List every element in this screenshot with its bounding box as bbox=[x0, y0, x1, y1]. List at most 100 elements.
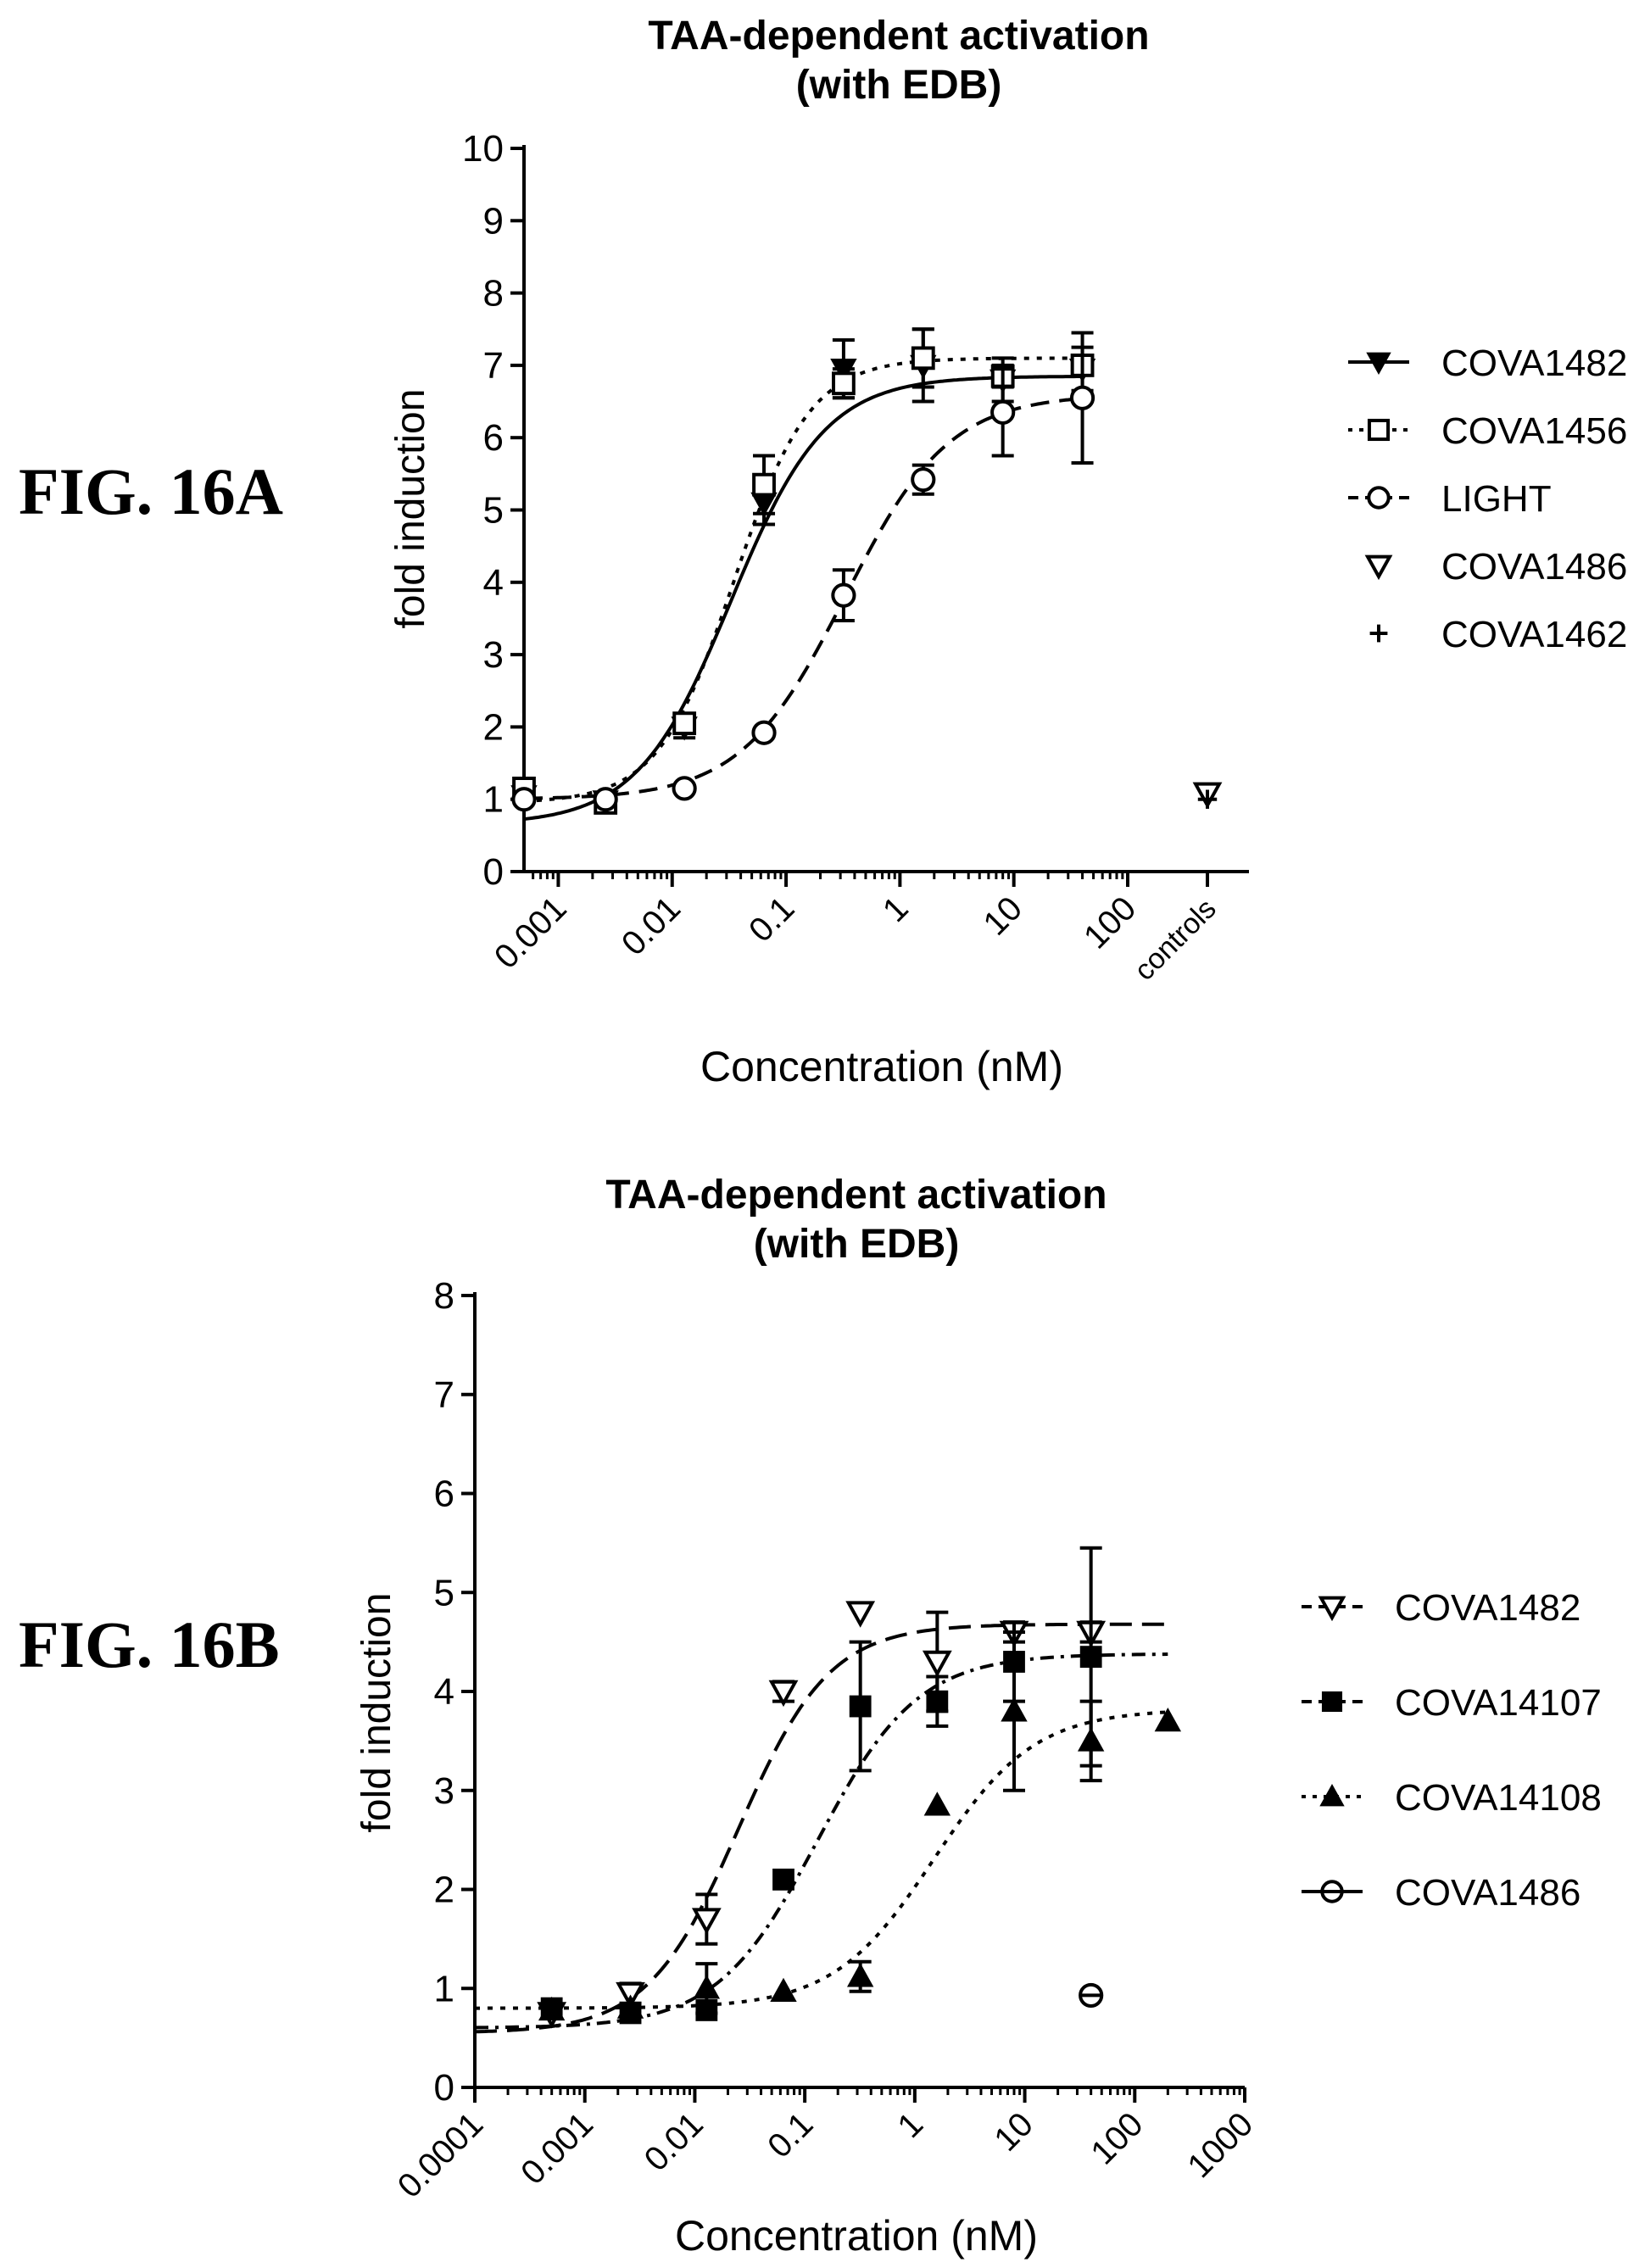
x-tick-label: 0.0001 bbox=[391, 2105, 491, 2205]
x-tick-label: 0.1 bbox=[761, 2105, 820, 2165]
data-point bbox=[752, 472, 776, 497]
legend-entry-cova1482: COVA1482 bbox=[1348, 343, 1627, 384]
legend-label: COVA1486 bbox=[1441, 546, 1627, 588]
legend-entry-cova14108: COVA14108 bbox=[1302, 1777, 1602, 1819]
data-point bbox=[616, 1981, 645, 2009]
x-tick-label: 0.01 bbox=[638, 2105, 711, 2178]
data-point bbox=[1069, 385, 1095, 410]
legend-entry-cova14107: COVA14107 bbox=[1302, 1682, 1602, 1724]
data-point bbox=[538, 1996, 566, 2021]
data-point bbox=[926, 1690, 949, 1713]
legend-label: COVA1456 bbox=[1441, 410, 1627, 452]
y-tick-label: 1 bbox=[434, 1968, 454, 2009]
data-point bbox=[772, 1868, 794, 1891]
y-tick-label: 5 bbox=[434, 1572, 454, 1613]
figure-label-16a: FIG. 16A bbox=[19, 454, 283, 528]
x-tick-label: 0.001 bbox=[488, 889, 574, 976]
x-tick-label: 10 bbox=[987, 2105, 1040, 2159]
fit-curve-cova14108 bbox=[475, 1710, 1168, 2010]
data-point bbox=[751, 720, 777, 745]
y-tick-label: 8 bbox=[434, 1275, 454, 1317]
legend-marker bbox=[1366, 352, 1391, 376]
legend-entry-cova1482: COVA1482 bbox=[1302, 1587, 1580, 1629]
y-tick-label: 0 bbox=[483, 851, 504, 893]
y-axis-label: fold induction bbox=[354, 1593, 399, 1833]
data-point bbox=[831, 582, 856, 608]
y-tick-label: 1 bbox=[483, 779, 504, 821]
x-tick-label: 0.01 bbox=[615, 889, 688, 962]
data-point bbox=[922, 1650, 952, 1678]
data-point bbox=[1079, 1646, 1102, 1669]
y-tick-label: 6 bbox=[483, 417, 504, 459]
x-tick-label-controls: controls bbox=[1129, 893, 1223, 987]
legend-entry-cova1462: COVA1462 bbox=[1369, 614, 1627, 655]
legend-marker bbox=[1320, 1880, 1344, 1903]
figure-label-16b: FIG. 16B bbox=[19, 1608, 280, 1681]
legend-entry-cova1456: COVA1456 bbox=[1348, 410, 1627, 452]
x-tick-label: 0.1 bbox=[742, 889, 801, 949]
legend-label: COVA1486 bbox=[1395, 1872, 1580, 1914]
chart-title: TAA-dependent activation bbox=[648, 14, 1149, 59]
legend-label: COVA1482 bbox=[1395, 1587, 1580, 1629]
legend-entry-cova1486: COVA1486 bbox=[1364, 546, 1627, 588]
legend-marker bbox=[1319, 1783, 1345, 1807]
data-point bbox=[672, 776, 697, 801]
legend-marker bbox=[1367, 418, 1391, 442]
legend-marker bbox=[1369, 624, 1388, 643]
legend-entry-cova1486: COVA1486 bbox=[1302, 1872, 1580, 1914]
y-axis-label: fold induction bbox=[388, 389, 433, 629]
series-cova14107 bbox=[474, 1546, 1168, 2030]
data-point bbox=[990, 399, 1016, 425]
y-tick-label: 8 bbox=[483, 273, 504, 315]
chart-fig-16a: TAA-dependent activation(with EDB) 0 1 2 3 4 5… bbox=[388, 14, 1627, 1090]
y-tick-label: 7 bbox=[434, 1374, 454, 1416]
chart-title: TAA-dependent activation bbox=[605, 1173, 1107, 1218]
data-point bbox=[616, 1994, 644, 2019]
x-tick-label: 0.001 bbox=[514, 2105, 600, 2192]
y-tick-label: 3 bbox=[434, 1770, 454, 1812]
legend-marker bbox=[1367, 486, 1391, 510]
x-tick-label: 1 bbox=[876, 889, 916, 929]
series-cova1486 bbox=[1079, 1982, 1104, 2009]
y-tick-label: 10 bbox=[462, 128, 504, 170]
x-tick-label: 100 bbox=[1084, 2105, 1150, 2171]
data-point bbox=[832, 371, 856, 396]
data-point bbox=[911, 346, 935, 371]
legend-marker bbox=[1364, 554, 1393, 581]
chart-fig-16b: TAA-dependent activation(with EDB) 0 1 2 3 4 5… bbox=[354, 1173, 1602, 2260]
y-tick-label: 5 bbox=[483, 490, 504, 532]
fit-curve-cova1482 bbox=[523, 375, 1083, 822]
fit-curve-cova14107 bbox=[474, 1652, 1168, 2030]
data-point bbox=[768, 1680, 799, 1708]
data-point bbox=[846, 1963, 874, 1987]
legend-label: COVA14108 bbox=[1395, 1777, 1602, 1819]
data-point bbox=[845, 1601, 876, 1628]
x-tick-label: 1 bbox=[890, 2105, 930, 2145]
x-axis-label: Concentration (nM) bbox=[700, 1043, 1063, 1090]
series-cova1482 bbox=[474, 1601, 1168, 2034]
chart-title: (with EDB) bbox=[796, 63, 1002, 108]
data-point bbox=[511, 787, 537, 812]
x-tick-label: 100 bbox=[1077, 889, 1143, 956]
legend-label: COVA1462 bbox=[1441, 614, 1627, 655]
legend-label: LIGHT bbox=[1441, 478, 1552, 520]
data-point bbox=[1001, 1697, 1028, 1722]
fit-curve-cova1456 bbox=[523, 356, 1083, 803]
data-point bbox=[923, 1792, 951, 1816]
x-axis-label: Concentration (nM) bbox=[675, 2212, 1038, 2260]
legend-label: COVA1482 bbox=[1441, 343, 1627, 384]
data-point bbox=[849, 1695, 872, 1718]
data-point bbox=[1079, 1982, 1104, 2009]
y-tick-label: 0 bbox=[434, 2067, 454, 2109]
fit-curve-cova1482 bbox=[474, 1622, 1168, 2034]
x-tick-label: 10 bbox=[976, 889, 1029, 943]
series-cova1456 bbox=[512, 327, 1095, 815]
data-point bbox=[691, 1908, 722, 1935]
data-point bbox=[911, 467, 936, 493]
chart-title: (with EDB) bbox=[754, 1222, 960, 1267]
legend-marker bbox=[1318, 1596, 1346, 1622]
y-tick-label: 9 bbox=[483, 200, 504, 242]
series-cova1462 bbox=[1197, 789, 1218, 809]
data-point bbox=[693, 1975, 721, 1999]
fit-curve-light bbox=[523, 397, 1083, 800]
